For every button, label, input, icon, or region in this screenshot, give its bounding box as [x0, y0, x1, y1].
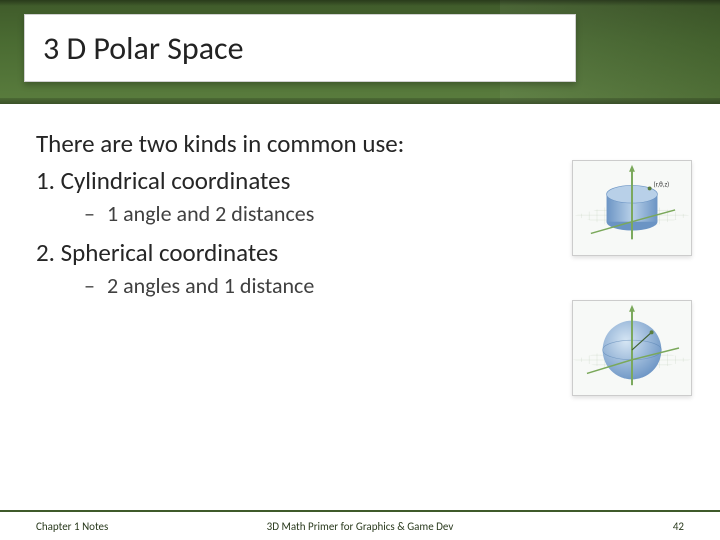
footer-left: Chapter 1 Notes	[36, 520, 108, 533]
slide: 3 D Polar Space There are two kinds in c…	[0, 0, 720, 540]
cyl-label: (r,θ,z)	[654, 179, 670, 188]
slide-title: 3 D Polar Space	[43, 29, 244, 68]
list-item-1-sub-text: 1 angle and 2 distances	[107, 200, 314, 227]
cylindrical-diagram: (r,θ,z)	[572, 160, 692, 256]
bullet-dash-icon: –	[84, 272, 102, 299]
title-box: 3 D Polar Space	[24, 14, 576, 82]
bullet-dash-icon: –	[84, 200, 102, 227]
header-accent-top	[0, 0, 720, 6]
list-item-2-sub-text: 2 angles and 1 distance	[107, 272, 314, 299]
footer-page-number: 42	[673, 520, 684, 533]
footer: Chapter 1 Notes 3D Math Primer for Graph…	[0, 510, 720, 540]
intro-text: There are two kinds in common use:	[36, 128, 684, 159]
header-accent-bottom	[0, 98, 720, 104]
header-band: 3 D Polar Space	[0, 0, 720, 104]
list-item-2-sub: – 2 angles and 1 distance	[84, 272, 684, 299]
spherical-diagram	[572, 300, 692, 396]
